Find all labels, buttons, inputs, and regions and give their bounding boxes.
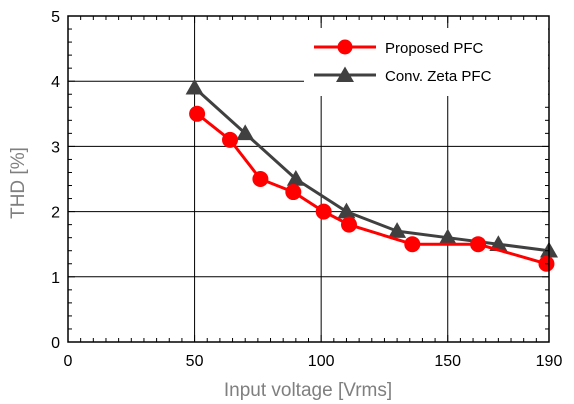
y-tick-label: 3 — [51, 139, 60, 156]
y-axis-title: THD [%] — [8, 147, 29, 219]
data-point-proposed — [285, 184, 302, 201]
y-tick-label: 4 — [51, 74, 60, 91]
legend-marker-proposed — [337, 39, 353, 55]
x-tick-label: 0 — [64, 353, 73, 370]
x-axis-title: Input voltage [Vrms] — [224, 380, 392, 401]
y-tick-label: 0 — [51, 335, 60, 352]
data-point-proposed — [252, 171, 269, 187]
y-tick-label: 1 — [51, 270, 60, 287]
legend-box — [304, 28, 548, 96]
legend: Proposed PFC Conv. Zeta PFC — [304, 28, 548, 96]
legend-marker-zeta — [336, 66, 354, 82]
y-tick-label: 5 — [51, 9, 60, 26]
data-point-zeta — [185, 78, 204, 95]
data-point-zeta — [388, 222, 407, 238]
legend-label-proposed: Proposed PFC — [385, 40, 484, 57]
series-layer — [185, 78, 558, 272]
series-line-zeta — [193, 86, 550, 253]
x-tick-label: 50 — [186, 353, 204, 370]
data-point-proposed — [222, 131, 239, 148]
data-point-proposed — [189, 105, 206, 122]
data-point-zeta — [337, 202, 356, 219]
data-point-proposed — [341, 216, 358, 233]
data-point-proposed — [315, 203, 332, 220]
data-point-zeta — [236, 124, 255, 141]
x-tick-label: 150 — [434, 353, 461, 370]
data-point-zeta — [438, 228, 457, 245]
legend-label-zeta: Conv. Zeta PFC — [385, 68, 492, 85]
data-point-zeta — [489, 235, 508, 251]
x-tick-label: 100 — [308, 353, 335, 370]
data-point-zeta — [286, 170, 305, 186]
x-tick-label: 190 — [536, 353, 563, 370]
data-point-proposed — [404, 236, 421, 253]
y-tick-label: 2 — [51, 205, 60, 222]
data-point-proposed — [470, 236, 487, 253]
